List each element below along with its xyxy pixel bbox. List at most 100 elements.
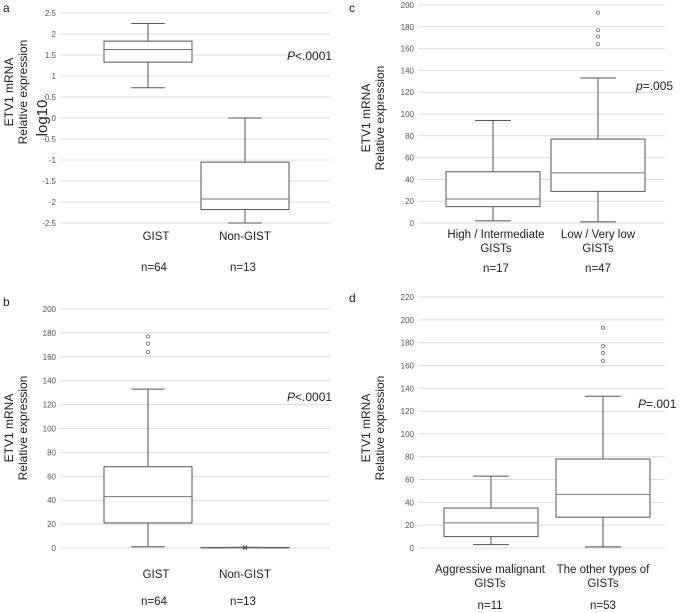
category-label-other-line2: GISTs: [587, 578, 619, 590]
y-label-line2: Relative expression: [373, 376, 387, 481]
y-tick-label: 0: [410, 544, 415, 553]
y-tick-label: 140: [401, 384, 415, 393]
p-value: P=.001: [638, 397, 677, 411]
boxes: [445, 10, 646, 223]
category-label-aggressive: Aggressive malignant: [435, 564, 546, 576]
y-tick-label: 0: [52, 544, 57, 553]
box: [103, 466, 193, 524]
panel-letter-a: a: [3, 1, 10, 15]
category-label-low: Low / Very low: [561, 229, 636, 241]
category-label-gist: GIST: [143, 231, 170, 243]
category-label-non-gist: Non-GIST: [219, 231, 271, 243]
y-tick-label: 160: [401, 361, 415, 370]
y-label-line1: ETV1 mRNA: [359, 84, 373, 153]
y-tick-label: 1.5: [45, 51, 57, 60]
y-tick-label: 120: [401, 88, 415, 97]
y-tick-label: 180: [43, 329, 57, 338]
y-tick-label: 100: [43, 425, 57, 434]
outlier-point: [601, 344, 606, 349]
y-tick-label: -1: [49, 156, 57, 165]
n-label-non-gist: n=13: [230, 262, 256, 274]
y-tick-label: 40: [405, 175, 414, 184]
y-label-line1: ETV1 mRNA: [359, 394, 373, 463]
outlier-point: [596, 34, 601, 39]
outlier-point: [145, 334, 150, 339]
panel-letter-c: c: [349, 1, 355, 15]
y-tick-label: -1.5: [42, 177, 56, 186]
y-tick-labels: 0 20 40 60 80 100 120 140 160 180 200: [401, 1, 415, 228]
y-tick-label: 80: [405, 453, 414, 462]
box: [550, 138, 646, 192]
grid-lines: [60, 308, 330, 549]
p-text: =.005: [643, 79, 674, 93]
panel-letter-d: d: [349, 291, 356, 305]
box: [555, 458, 651, 518]
y-tick-label: 200: [401, 1, 415, 10]
p-text: <.0001: [295, 390, 332, 404]
category-label-high: High / Intermediate: [447, 229, 544, 241]
y-tick-label: -0.5: [42, 135, 56, 144]
n-label-low: n=47: [585, 263, 611, 275]
boxes: [443, 325, 651, 548]
category-label-gist: GIST: [143, 569, 170, 581]
p-prefix: P: [287, 49, 295, 63]
y-tick-label: 160: [401, 45, 415, 54]
p-text: <.0001: [295, 49, 332, 63]
category-label-other: The other types of: [557, 564, 650, 576]
outlier-point: [596, 42, 601, 47]
category-label-low-line2: GISTs: [582, 243, 614, 255]
scale-label: log10: [34, 100, 51, 137]
y-tick-label: 2: [52, 30, 57, 39]
y-tick-label: 180: [401, 23, 415, 32]
y-tick-label: 80: [47, 448, 56, 457]
panel-a: a ETV1 mRNA Relative expression log10 -2…: [2, 1, 332, 274]
y-tick-label: 100: [401, 430, 415, 439]
y-tick-label: 0: [52, 114, 57, 123]
y-tick-label: -2.5: [42, 219, 56, 228]
n-label-gist: n=64: [141, 596, 168, 608]
p-value: P<.0001: [287, 390, 332, 404]
y-tick-label: 200: [43, 305, 57, 314]
outlier-point: [145, 350, 150, 355]
n-label-aggressive: n=11: [477, 600, 502, 612]
boxes: [103, 23, 290, 224]
n-label-non-gist: n=13: [230, 596, 256, 608]
y-tick-label: 1: [52, 72, 57, 81]
y-tick-label: 0: [410, 219, 415, 228]
y-label-line1: ETV1 mRNA: [2, 394, 16, 463]
y-tick-label: 140: [43, 377, 57, 386]
boxes: [103, 334, 290, 550]
y-tick-label: 200: [401, 316, 415, 325]
y-tick-labels: 0 20 40 60 80 100 120 140 160 180 200: [43, 305, 57, 553]
y-tick-label: 80: [405, 132, 414, 141]
p-prefix: p: [635, 79, 643, 93]
outlier-point: [145, 341, 150, 346]
n-label-high: n=17: [483, 263, 509, 275]
box: [445, 171, 541, 208]
p-prefix: P: [638, 397, 646, 411]
y-tick-label: 60: [47, 472, 56, 481]
panel-c: c ETV1 mRNA Relative expression 0 20 40 60 8…: [349, 1, 673, 275]
category-label-non-gist: Non-GIST: [219, 569, 271, 581]
y-tick-label: 20: [47, 520, 56, 529]
y-tick-label: 20: [405, 521, 414, 530]
outlier-point: [601, 350, 606, 355]
p-text: =.001: [646, 397, 677, 411]
p-prefix: P: [287, 390, 295, 404]
n-label-gist: n=64: [141, 262, 168, 274]
category-label-aggressive-line2: GISTs: [474, 578, 506, 590]
p-value: P<.0001: [287, 49, 332, 63]
y-tick-label: 0.5: [45, 93, 57, 102]
y-tick-label: 140: [401, 66, 415, 75]
outlier-point: [601, 325, 606, 330]
y-tick-label: 160: [43, 353, 57, 362]
mean-marker: [242, 545, 248, 550]
outlier-point: [601, 358, 606, 363]
y-tick-label: 120: [43, 401, 57, 410]
outlier-point: [596, 10, 601, 15]
panel-letter-b: b: [3, 295, 10, 309]
y-tick-label: -2: [49, 198, 57, 207]
y-tick-label: 180: [401, 339, 415, 348]
box: [443, 507, 539, 538]
y-tick-label: 120: [401, 407, 415, 416]
